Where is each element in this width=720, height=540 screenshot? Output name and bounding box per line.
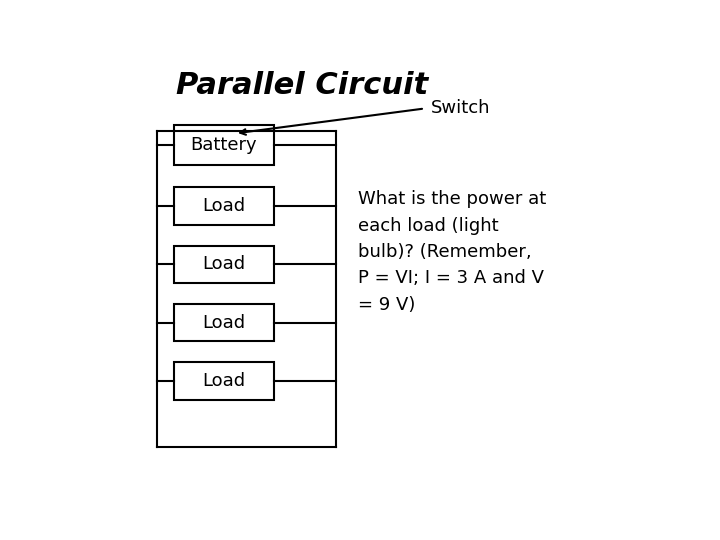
Text: Battery: Battery bbox=[191, 136, 257, 154]
Bar bbox=[174, 246, 274, 283]
Text: Load: Load bbox=[202, 314, 246, 332]
Text: Parallel Circuit: Parallel Circuit bbox=[176, 71, 428, 100]
Text: Switch: Switch bbox=[431, 99, 490, 118]
Bar bbox=[174, 187, 274, 225]
Text: Load: Load bbox=[202, 197, 246, 215]
Bar bbox=[174, 125, 274, 165]
Bar bbox=[174, 362, 274, 400]
Bar bbox=[174, 304, 274, 341]
Text: What is the power at
each load (light
bulb)? (Remember,
P = VI; I = 3 A and V
= : What is the power at each load (light bu… bbox=[358, 190, 546, 314]
Text: Load: Load bbox=[202, 372, 246, 390]
Text: Load: Load bbox=[202, 255, 246, 273]
